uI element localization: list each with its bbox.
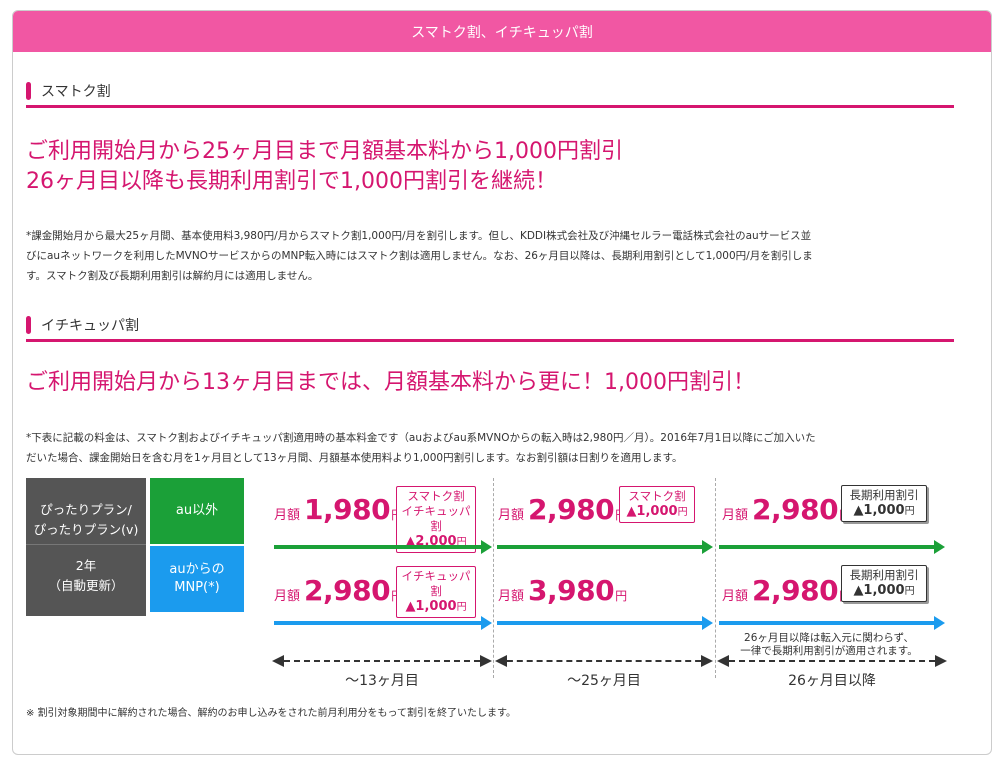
card-header: スマトク割、イチキュッパ割: [13, 11, 991, 52]
card-header-title: スマトク割、イチキュッパ割: [411, 24, 593, 41]
badge-unit: 円: [904, 586, 915, 597]
price-row2-period3: 月額 2,980 円: [722, 574, 851, 607]
category-au-other: au以外: [150, 478, 244, 544]
period-label-3: 26ヶ月目以降: [788, 673, 876, 689]
smatoku-headline-1: ご利用開始月から25ヶ月目まで月額基本料から1,000円割引: [26, 139, 623, 164]
arrow-right-icon: [935, 655, 947, 667]
badge-label: スマトク割: [407, 489, 465, 503]
price-label: 月額: [498, 589, 525, 604]
arrow-blue-period3: [719, 616, 945, 630]
section-marker: [26, 315, 31, 334]
section-title-text: スマトク割: [41, 83, 111, 100]
section-title-text: イチキュッパ割: [41, 317, 139, 334]
section-title-smatoku: スマトク割: [26, 81, 954, 108]
plan-name-line: ぴったりプラン(v): [33, 522, 139, 537]
price-value: 3,980: [528, 574, 615, 607]
price-value: 2,980: [752, 574, 839, 607]
category-label: au以外: [175, 503, 219, 518]
smatoku-note: *課金開始月から最大25ヶ月間、基本使用料3,980円/月からスマトク割1,00…: [26, 226, 956, 286]
period-line-2: [495, 655, 713, 667]
price-row2-period1: 月額 2,980 円: [274, 574, 403, 607]
ichikyuppa-note-line: *下表に記載の料金は、スマトク割およびイチキュッパ割適用時の基本料金です（auお…: [26, 432, 816, 444]
badge-value: ▲1,000: [853, 503, 905, 518]
arrow-left-icon: [717, 655, 729, 667]
price-label: 月額: [274, 589, 301, 604]
mnp-note-line: 26ヶ月目以降は転入元に関わらず、: [744, 632, 914, 644]
mnp-note-line: 一律で長期利用割引が適用されます。: [740, 645, 918, 657]
smatoku-headline-2: 26ヶ月目以降も長期利用割引で1,000円割引を継続！: [26, 169, 557, 194]
badge-label: イチキュッパ割: [401, 569, 471, 598]
period-divider: [493, 478, 494, 678]
period-line-3: [717, 655, 947, 667]
smatoku-note-line: *課金開始月から最大25ヶ月間、基本使用料3,980円/月からスマトク割1,00…: [26, 230, 812, 242]
period-label-2: 〜25ヶ月目: [567, 673, 641, 689]
badge-unit: 円: [677, 507, 688, 518]
price-row1-period3: 月額 2,980 円: [722, 493, 851, 526]
price-row1-period1: 月額 1,980 円: [274, 493, 403, 526]
badge-unit: 円: [456, 537, 467, 548]
ichikyuppa-note: *下表に記載の料金は、スマトク割およびイチキュッパ割適用時の基本料金です（auお…: [26, 428, 956, 468]
price-value: 2,980: [304, 574, 391, 607]
arrow-left-icon: [495, 655, 507, 667]
price-label: 月額: [722, 508, 749, 523]
discount-badge-row1-period1: スマトク割 イチキュッパ割 ▲2,000円: [396, 486, 476, 553]
plan-name: ぴったりプラン/ ぴったりプラン(v): [26, 500, 146, 540]
price-value: 2,980: [528, 493, 615, 526]
plan-term: 2年 （自動更新）: [26, 556, 146, 596]
footer-note: ※ 割引対象期間中に解約された場合、解約のお申し込みをされた前月利用分をもって割…: [26, 708, 517, 719]
badge-unit: 円: [904, 506, 915, 517]
campaign-card: スマトク割、イチキュッパ割: [12, 10, 992, 755]
arrow-left-icon: [272, 655, 284, 667]
arrow-right-icon: [480, 655, 492, 667]
badge-value: ▲1,000: [853, 583, 905, 598]
discount-badge-row1-period3: 長期利用割引 ▲1,000円: [841, 485, 927, 522]
arrow-blue-period1: [274, 616, 492, 630]
badge-value: ▲1,000: [405, 599, 457, 614]
section-title-ichikyuppa: イチキュッパ割: [26, 315, 954, 342]
price-label: 月額: [498, 508, 525, 523]
discount-badge-row2-period1: イチキュッパ割 ▲1,000円: [396, 566, 476, 618]
price-label: 月額: [722, 589, 749, 604]
plan-name-line: ぴったりプラン/: [40, 502, 132, 517]
discount-badge-row1-period2: スマトク割 ▲1,000円: [619, 486, 695, 523]
plan-term-line: （自動更新）: [48, 578, 124, 593]
period-divider: [715, 478, 716, 678]
section-marker: [26, 81, 31, 100]
price-label: 月額: [274, 508, 301, 523]
arrow-right-icon: [701, 655, 713, 667]
price-row1-period2: 月額 2,980 円: [498, 493, 627, 526]
price-row2-period2: 月額 3,980 円: [498, 574, 627, 607]
discount-badge-row2-period3: 長期利用割引 ▲1,000円: [841, 565, 927, 602]
category-label: MNP(*): [174, 580, 220, 595]
plan-term-line: 2年: [75, 558, 97, 573]
ichikyuppa-note-line: だいた場合、課金開始日を含む月を1ヶ月目として13ヶ月間、月額基本使用料より1,…: [26, 452, 683, 464]
badge-label: スマトク割: [628, 489, 686, 503]
price-value: 1,980: [304, 493, 391, 526]
category-label: auからの: [169, 562, 225, 577]
badge-value: ▲1,000: [626, 504, 678, 519]
arrow-blue-period2: [497, 616, 713, 630]
arrow-green-period2: [497, 540, 713, 554]
badge-label: 長期利用割引: [849, 568, 919, 582]
period-line-1: [272, 655, 492, 667]
price-value: 2,980: [752, 493, 839, 526]
category-au-mnp: auからの MNP(*): [150, 546, 244, 612]
mnp-note: 26ヶ月目以降は転入元に関わらず、 一律で長期利用割引が適用されます。: [719, 632, 939, 658]
period-label-1: 〜13ヶ月目: [345, 673, 419, 689]
ichikyuppa-headline: ご利用開始月から13ヶ月目までは、月額基本料から更に！1,000円割引！: [26, 370, 755, 395]
badge-unit: 円: [456, 602, 467, 613]
price-unit: 円: [615, 589, 628, 603]
badge-label: 長期利用割引: [849, 488, 919, 502]
arrow-green-period1: [274, 540, 492, 554]
smatoku-note-line: びにauネットワークを利用したMVNOサービスからのMNP転入時にはスマトク割は…: [26, 250, 813, 262]
badge-label: イチキュッパ割: [401, 504, 471, 533]
smatoku-note-line: す。スマトク割及び長期利用割引は解約月には適用しません。: [26, 270, 319, 282]
plan-divider: [26, 544, 146, 545]
plan-cell: ぴったりプラン/ ぴったりプラン(v) 2年 （自動更新）: [26, 478, 146, 616]
arrow-green-period3: [719, 540, 945, 554]
